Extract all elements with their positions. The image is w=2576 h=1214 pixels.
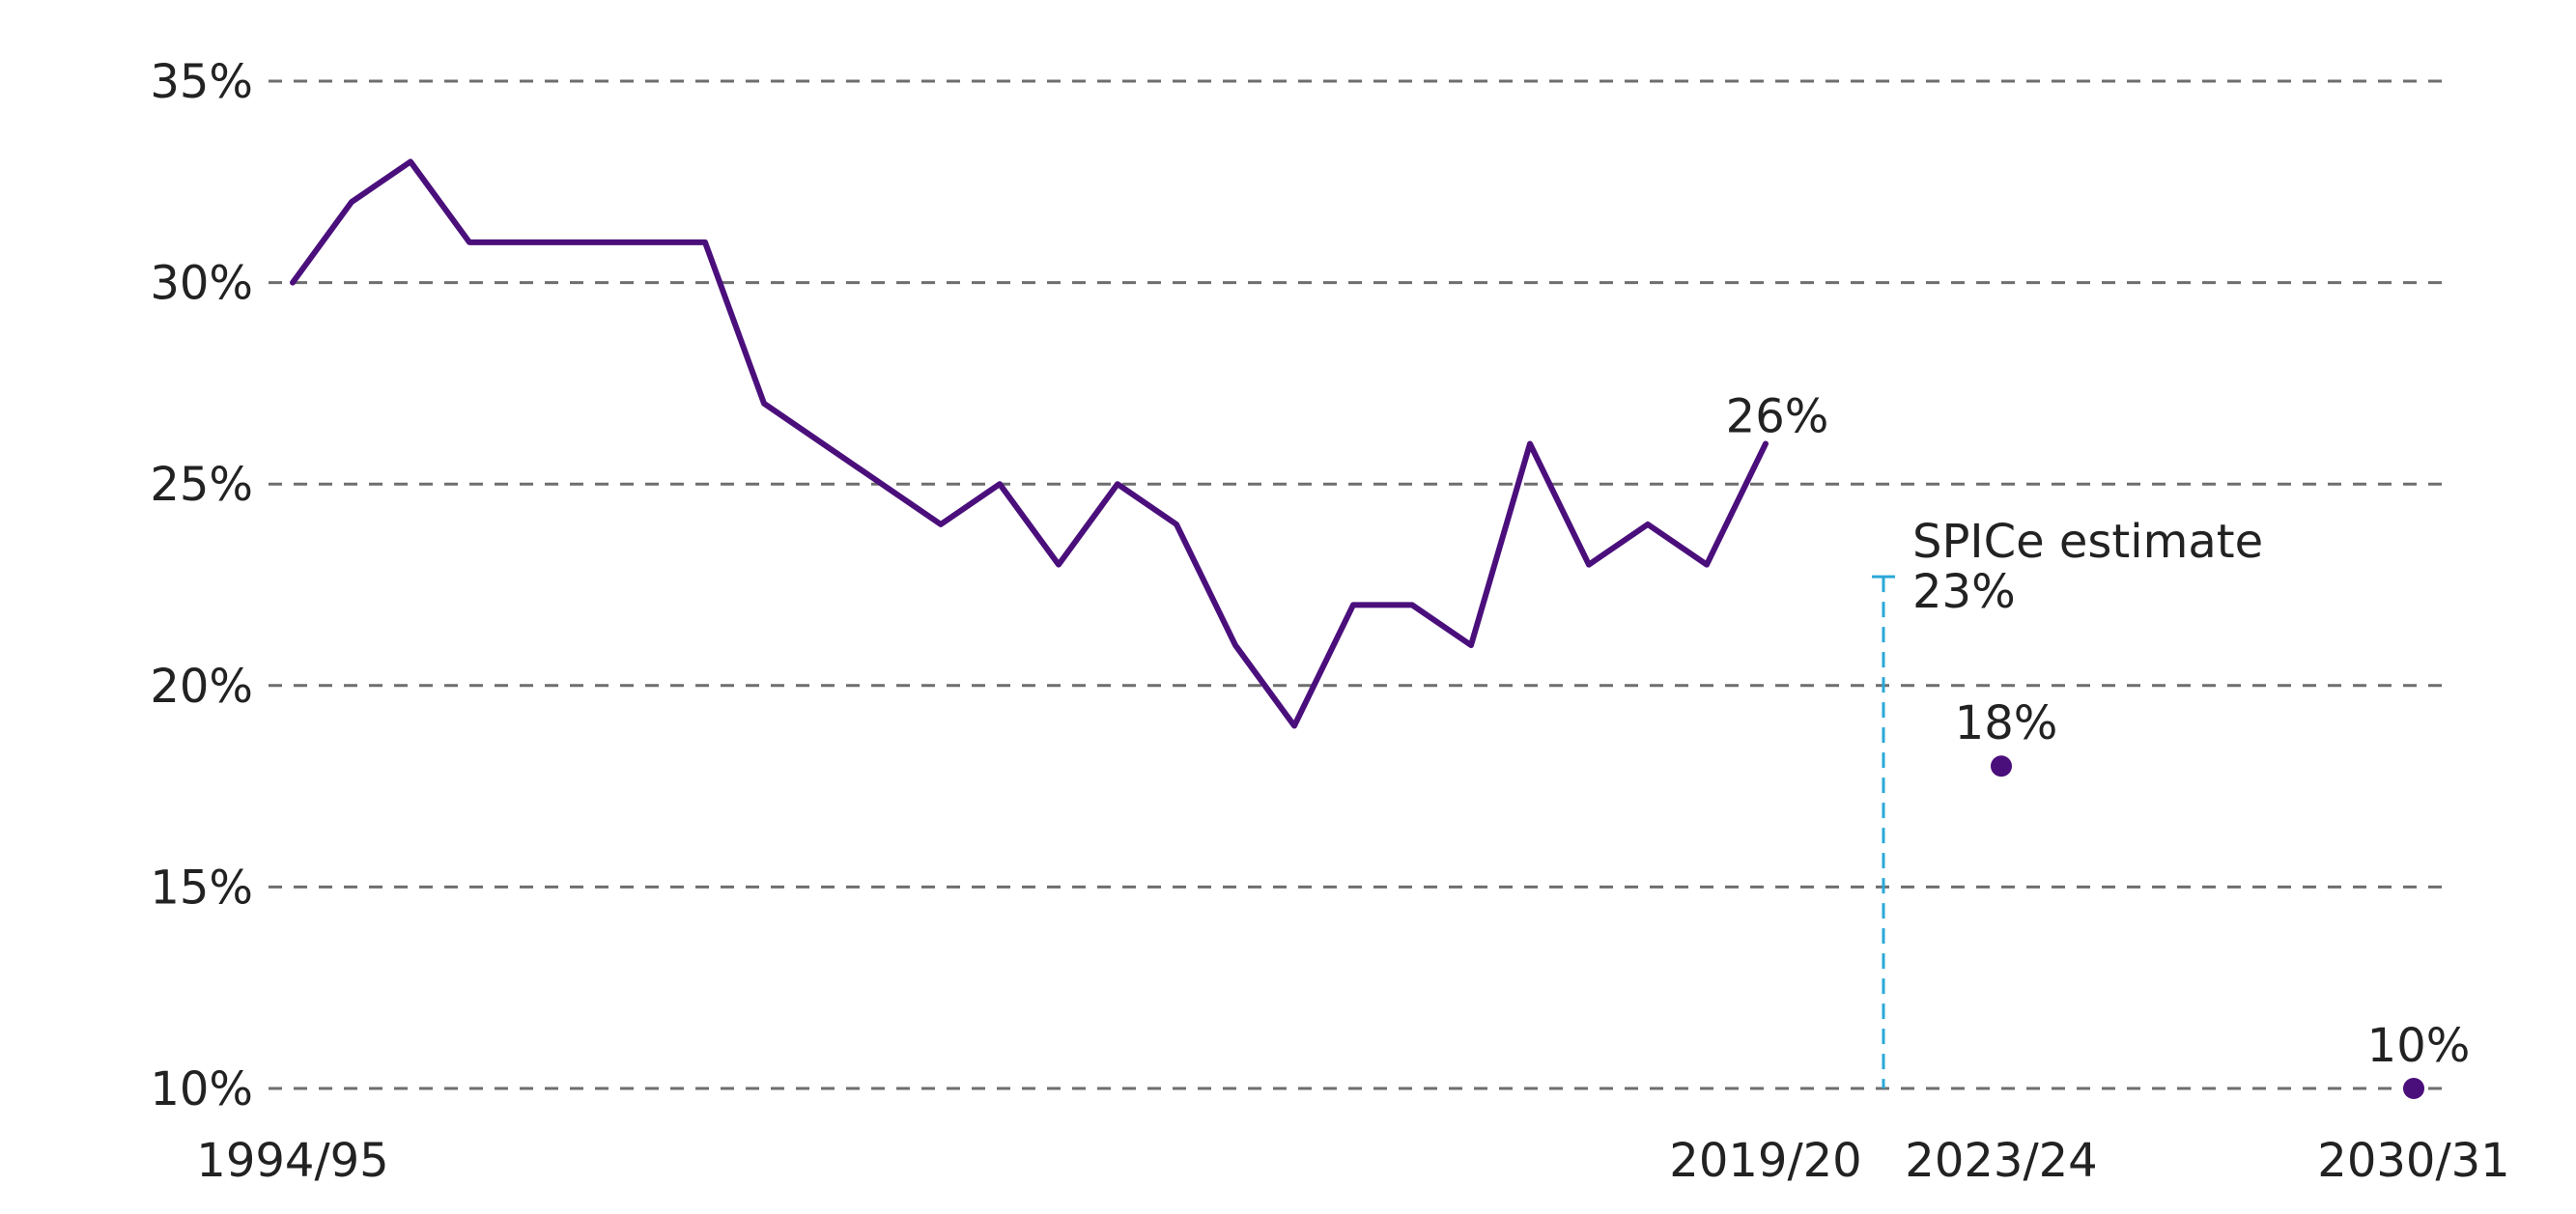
estimate-label-value: 23% xyxy=(1912,565,2016,619)
series-line xyxy=(290,158,1769,729)
series-layer: 26% xyxy=(290,158,1829,729)
estimate-label-title: SPICe estimate xyxy=(1912,515,2263,569)
target-label: 18% xyxy=(1955,696,2058,750)
series-end-label: 26% xyxy=(1726,389,1829,443)
x-tick-label: 1994/95 xyxy=(196,1134,388,1188)
y-tick-label: 25% xyxy=(150,458,253,512)
targets: 18% 10% xyxy=(1955,696,2471,1099)
y-axis-tick-labels: 10% 15% 20% 25% 30% 35% xyxy=(150,55,253,1116)
target-point-2023-24 xyxy=(1991,755,2012,777)
y-tick-label: 15% xyxy=(150,861,253,915)
x-tick-label: 2023/24 xyxy=(1905,1134,2097,1188)
target-label: 10% xyxy=(2367,1019,2471,1073)
spice-estimate-annotation: SPICe estimate 23% xyxy=(1872,515,2263,1088)
y-tick-label: 35% xyxy=(150,55,253,109)
gridlines xyxy=(269,79,2444,1090)
y-tick-label: 30% xyxy=(150,257,253,311)
y-tick-label: 20% xyxy=(150,660,253,714)
x-tick-label: 2019/20 xyxy=(1669,1134,1861,1188)
x-axis-tick-labels: 1994/95 2019/20 2023/24 2030/31 xyxy=(196,1134,2509,1188)
y-tick-label: 10% xyxy=(150,1062,253,1116)
target-point-2030-31 xyxy=(2403,1078,2424,1099)
x-tick-label: 2030/31 xyxy=(2317,1134,2509,1188)
